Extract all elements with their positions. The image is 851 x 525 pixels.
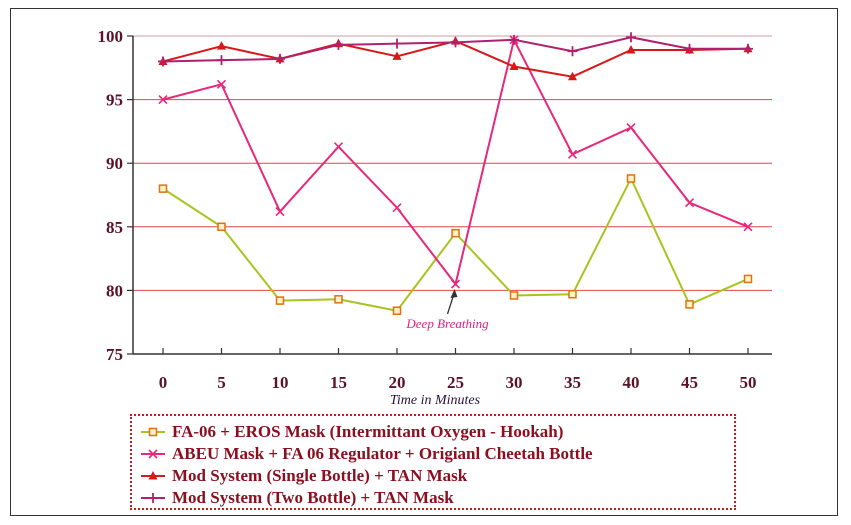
annotation-deep-breathing: Deep Breathing [405,289,489,331]
data-point-9 [684,43,695,54]
legend-label-4: Mod System (Two Bottle) + TAN Mask [172,488,454,507]
data-point-10 [743,274,753,284]
data-point-4 [392,51,402,60]
data-point-4 [392,38,402,49]
series-1 [158,174,753,316]
series-4 [158,32,753,67]
legend: FA-06 + EROS Mask (Intermittant Oxygen -… [130,414,736,510]
data-point-9 [684,198,695,208]
data-point-7 [568,71,577,81]
data-point-7 [567,46,578,57]
data-point-1 [216,55,227,66]
data-point-10 [743,222,753,232]
data-point-4 [392,306,402,316]
y-tick-label-90: 90 [106,154,123,173]
legend-swatch-3 [141,471,165,480]
x-tick-label-40: 40 [623,373,640,392]
data-point-legend [148,493,158,503]
x-tick-label-30: 30 [506,373,523,392]
legend-item-3: Mod System (Single Bottle) + TAN Mask [140,466,467,486]
series-group [158,32,753,316]
y-tick-label-95: 95 [106,91,123,110]
x-tick-label-15: 15 [330,373,347,392]
data-point-5 [451,228,460,238]
data-point-0 [158,184,168,193]
data-point-10 [743,43,753,54]
series-line [162,176,749,312]
x-tick-label-45: 45 [681,373,698,392]
data-point-1 [217,41,226,50]
x-tick-label-25: 25 [447,373,464,392]
legend-label-3: Mod System (Single Bottle) + TAN Mask [172,466,468,485]
legend-swatch-1 [141,427,165,437]
annotation-text: Deep Breathing [405,316,489,331]
x-tick-label-20: 20 [389,373,406,392]
data-point-2 [275,296,285,305]
data-point-8 [626,44,636,54]
data-point-1 [217,222,226,232]
data-point-3 [333,39,344,50]
x-tick-label-0: 0 [159,373,168,392]
legend-swatch-2 [141,449,165,459]
x-tick-labels: 0 5 10 15 20 25 30 35 40 45 50 [159,373,757,392]
series-2 [158,35,753,289]
x-tick-label-35: 35 [564,373,581,392]
y-tick-label-100: 100 [98,27,124,46]
legend-swatch-4 [141,493,165,503]
data-point-8 [626,32,636,43]
data-point-1 [216,79,227,89]
gridlines [133,35,772,291]
data-point-legend [148,427,158,437]
data-point-7 [568,289,577,299]
x-axis-title: Time in Minutes [390,393,481,408]
data-point-3 [334,295,343,304]
data-point-legend [148,449,158,459]
legend-item-2: ABEU Mask + FA 06 Regulator + Origianl C… [140,444,593,464]
data-point-7 [567,149,578,159]
x-tick-label-10: 10 [272,373,289,392]
data-point-8 [626,123,636,133]
legend-label-2: ABEU Mask + FA 06 Regulator + Origianl C… [172,444,593,463]
x-tick-label-5: 5 [217,373,226,392]
data-point-8 [626,174,636,183]
y-tick-label-75: 75 [106,345,123,364]
data-point-5 [450,279,461,289]
data-point-legend [148,471,158,480]
data-point-2 [275,206,285,217]
annotation-arrowhead [450,289,458,299]
data-point-0 [158,56,168,67]
data-point-6 [509,34,519,45]
data-point-9 [685,300,694,309]
axes [127,35,772,355]
data-point-3 [333,142,344,152]
series-line [162,36,749,287]
data-point-2 [275,53,285,64]
legend-label-1: FA-06 + EROS Mask (Intermittant Oxygen -… [172,422,564,441]
data-point-6 [509,61,519,71]
y-tick-labels: 75 80 85 90 95 100 [98,27,124,364]
data-point-5 [450,37,461,48]
legend-item-4: Mod System (Two Bottle) + TAN Mask [140,488,454,508]
chart-frame [10,8,838,516]
x-tick-label-50: 50 [740,373,757,392]
legend-item-1: FA-06 + EROS Mask (Intermittant Oxygen -… [140,422,563,442]
y-tick-label-80: 80 [106,281,123,300]
data-point-6 [509,291,519,300]
data-point-0 [158,95,168,105]
data-point-4 [392,203,402,213]
y-tick-label-85: 85 [106,218,123,237]
